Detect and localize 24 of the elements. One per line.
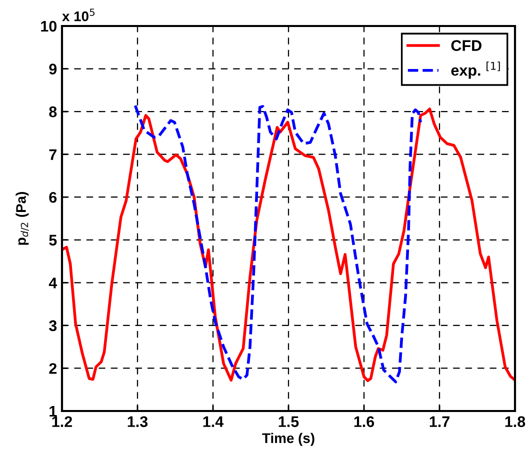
x-tick-label: 1.5 (278, 416, 299, 428)
x-tick-label: 1.8 (505, 416, 526, 428)
line-series (134, 104, 422, 384)
y-tick-label: 1 (50, 406, 57, 417)
y-tick-label: 3 (48, 320, 57, 332)
y-tick-label: 4 (48, 278, 58, 288)
y-tick-label: 8 (49, 106, 57, 118)
text: x 10$^{5}$ (62, 8, 94, 22)
y-tick-label: 10 (41, 20, 57, 32)
y-tick-label: 7 (49, 149, 56, 160)
y-tick-label: 5 (49, 234, 57, 246)
y-tick-label: 9 (49, 64, 57, 74)
x-tick-label: 1.4 (203, 416, 224, 427)
legend-label: CFD (451, 40, 482, 51)
x-tick-label: 1.2 (52, 416, 72, 427)
y-axis-title: p$_{d/2}$ (Pa) (16, 192, 29, 245)
line-series (62, 108, 515, 382)
x-tick-label: 1.7 (430, 416, 450, 427)
y-tick-label: 2 (49, 363, 57, 374)
x-axis-title: Time (s) (262, 432, 314, 446)
legend-label: exp. $^{[1]}$ (451, 62, 500, 79)
x-tick-label: 1.6 (354, 416, 374, 428)
y-tick-label: 6 (49, 192, 57, 203)
x-tick-label: 1.3 (128, 416, 148, 428)
